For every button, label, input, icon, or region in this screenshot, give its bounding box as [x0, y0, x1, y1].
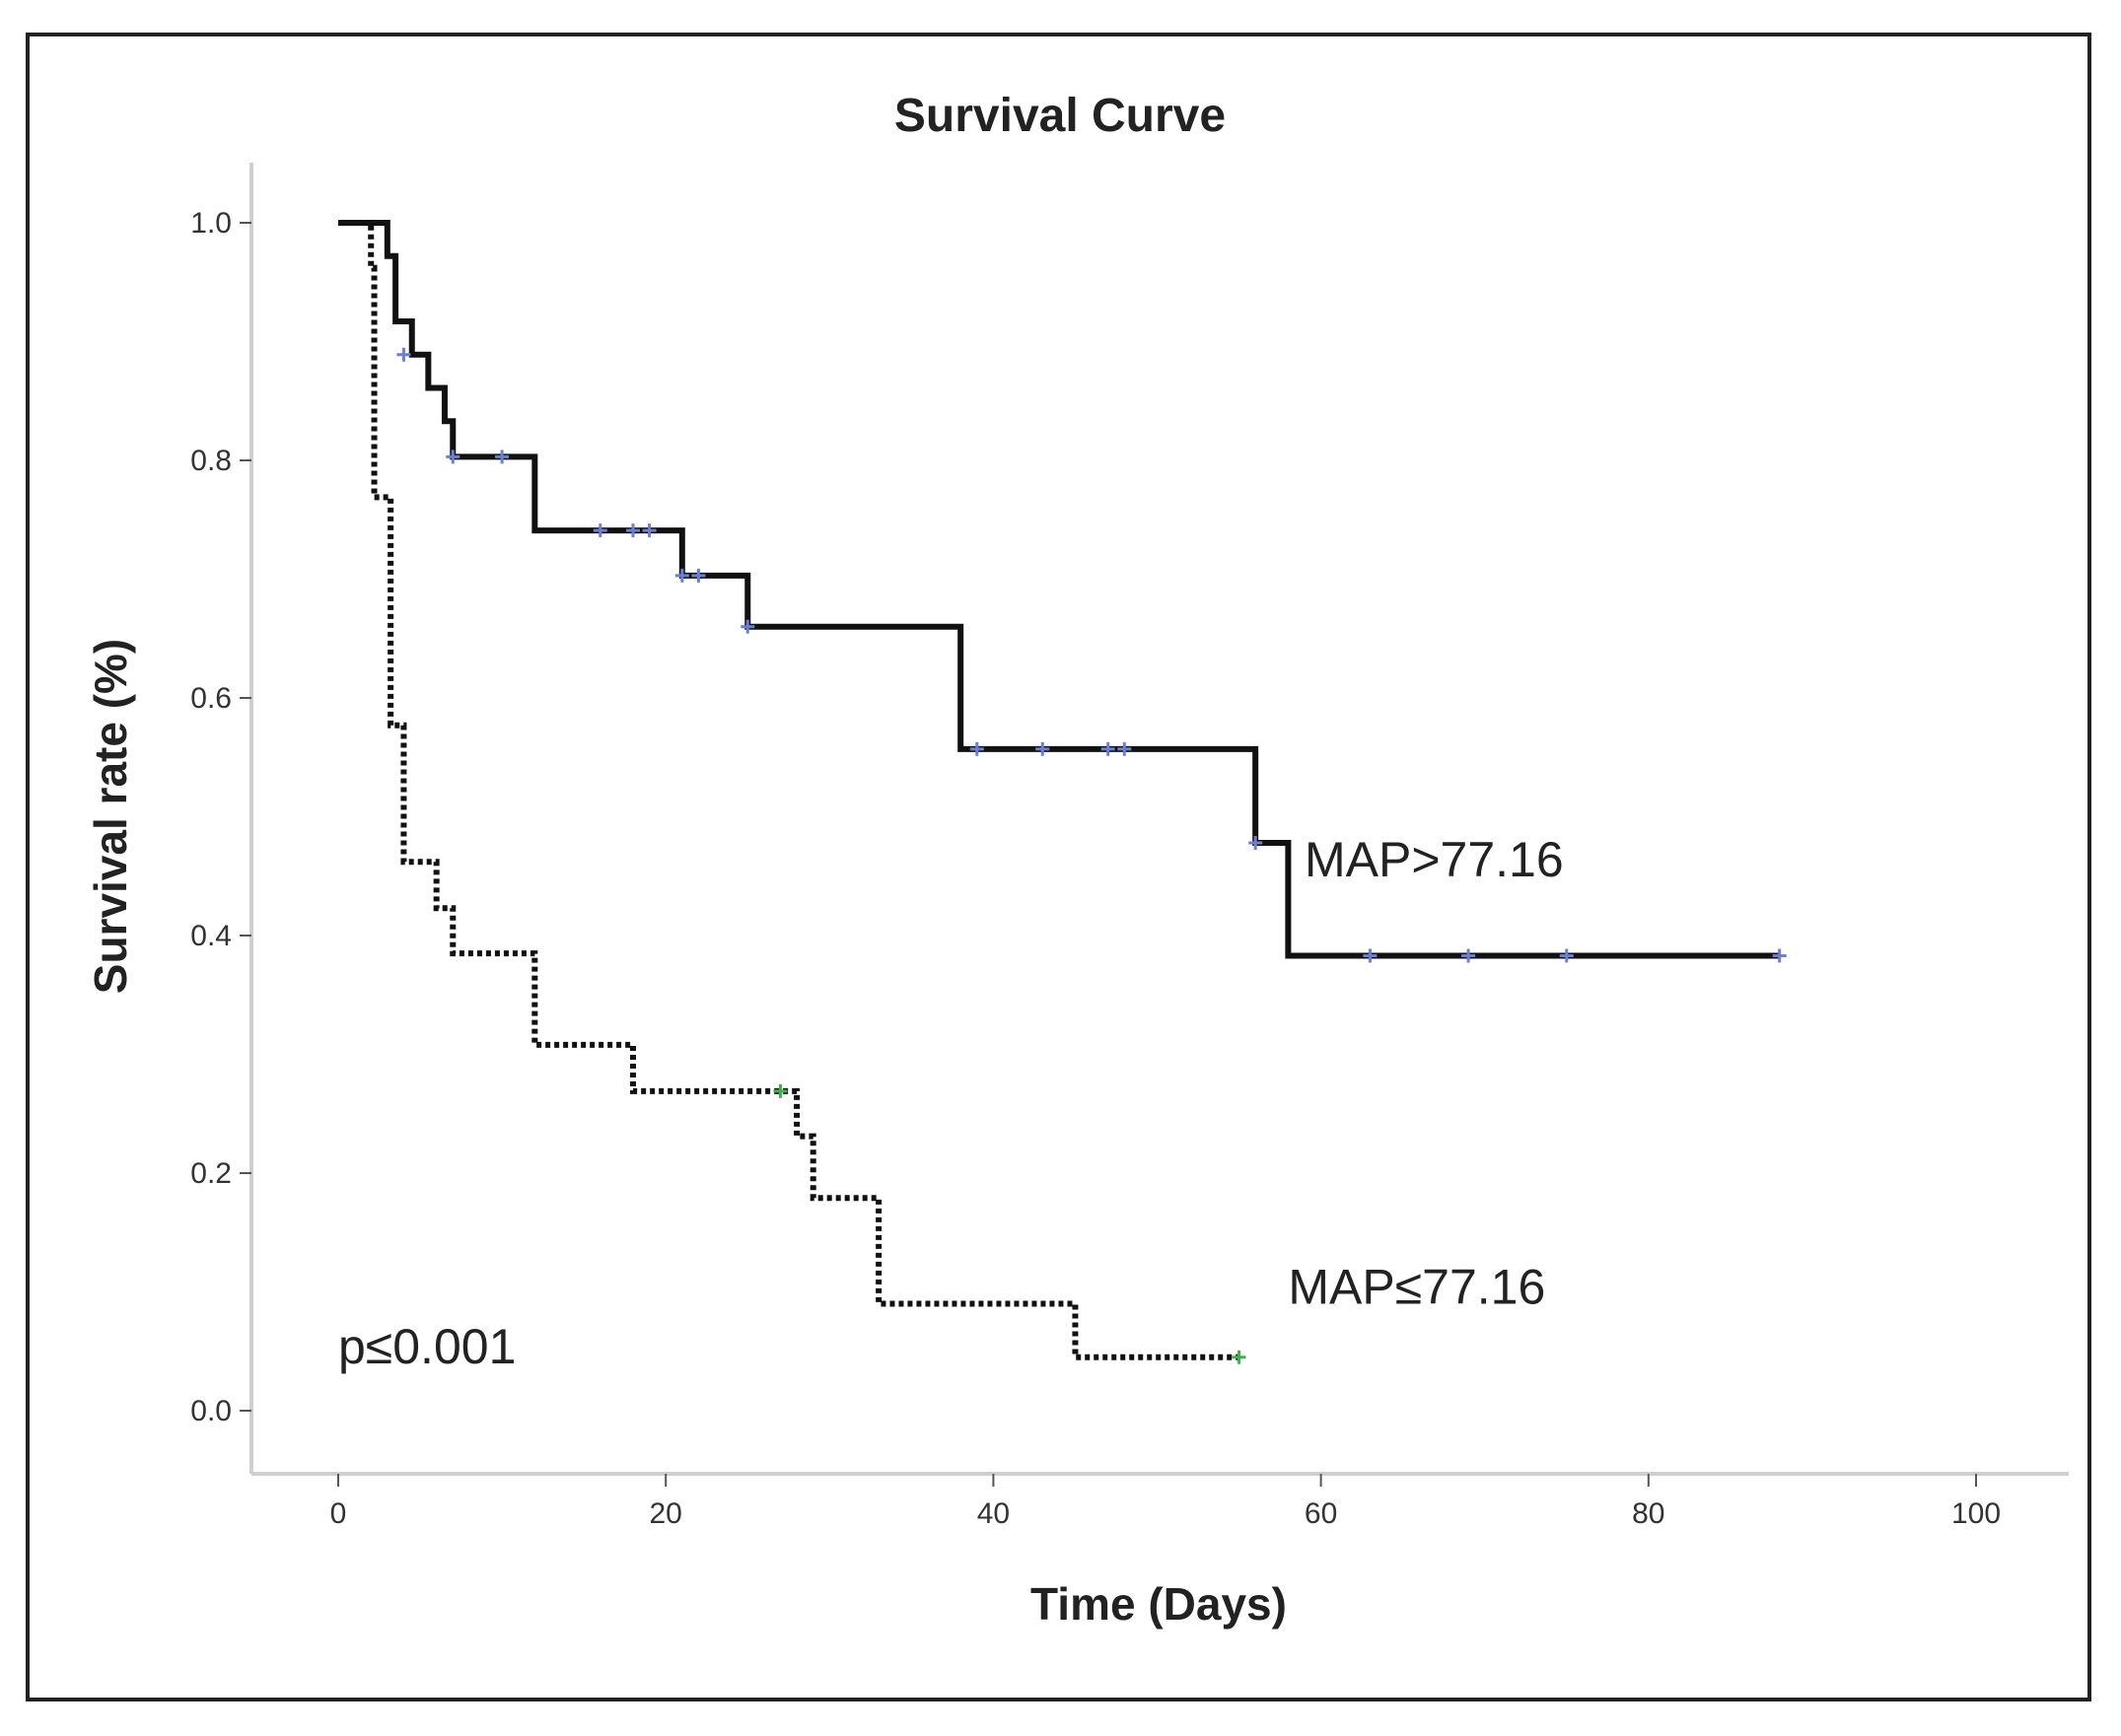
y-tick-label: 0.6 [190, 682, 232, 715]
censor-mark [1035, 741, 1050, 756]
censor-mark [625, 523, 640, 538]
annotation-map-low: MAP≤77.16 [1288, 1260, 1545, 1315]
censor-mark [1117, 741, 1132, 756]
y-axis-ticks: 0.0 0.2 0.4 0.6 0.8 1.0 [190, 207, 251, 1427]
censor-mark [691, 568, 706, 583]
series-layer [338, 220, 1787, 1364]
annotation-map-high: MAP>77.16 [1305, 832, 1564, 887]
censor-mark [593, 523, 607, 538]
censor-mark [1363, 948, 1378, 963]
x-tick-label: 0 [330, 1497, 347, 1530]
y-tick-label: 0.4 [190, 920, 232, 952]
x-tick-label: 60 [1305, 1497, 1337, 1530]
series-map-low [338, 220, 1246, 1364]
x-tick-label: 20 [650, 1497, 682, 1530]
censor-mark [969, 741, 984, 756]
y-tick-label: 0.8 [190, 445, 232, 477]
censor-mark [1461, 948, 1476, 963]
annotation-p-value: p≤0.001 [338, 1319, 516, 1374]
survival-step-line [338, 220, 1780, 959]
y-tick-label: 0.2 [190, 1157, 232, 1190]
censor-mark [773, 1083, 788, 1098]
chart-frame [26, 33, 2091, 1701]
y-tick-label: 1.0 [190, 207, 232, 240]
censor-mark [674, 568, 689, 583]
series-map-high [338, 220, 1787, 963]
y-tick-label: 0.0 [190, 1395, 232, 1427]
x-axis-ticks: 0 20 40 60 80 100 [330, 1474, 2001, 1530]
censor-mark [1559, 948, 1574, 963]
censor-mark [1248, 836, 1263, 851]
x-axis-label: Time (Days) [1030, 1578, 1287, 1630]
censor-mark [741, 619, 755, 634]
censor-mark [1232, 1350, 1246, 1364]
x-tick-label: 40 [977, 1497, 1010, 1530]
annotation-layer: MAP>77.16 MAP≤77.16 p≤0.001 [338, 832, 1564, 1374]
chart-title: Survival Curve [894, 90, 1226, 142]
censor-mark [396, 347, 411, 362]
censor-mark [1100, 741, 1115, 756]
x-tick-label: 100 [1951, 1497, 2001, 1530]
censor-mark [446, 450, 460, 464]
y-axis-label: Survival rate (%) [85, 639, 136, 994]
censor-mark [642, 523, 657, 538]
censor-mark [1772, 948, 1787, 963]
censor-mark [495, 450, 510, 464]
survival-step-line [338, 220, 1239, 1360]
x-tick-label: 80 [1632, 1497, 1664, 1530]
